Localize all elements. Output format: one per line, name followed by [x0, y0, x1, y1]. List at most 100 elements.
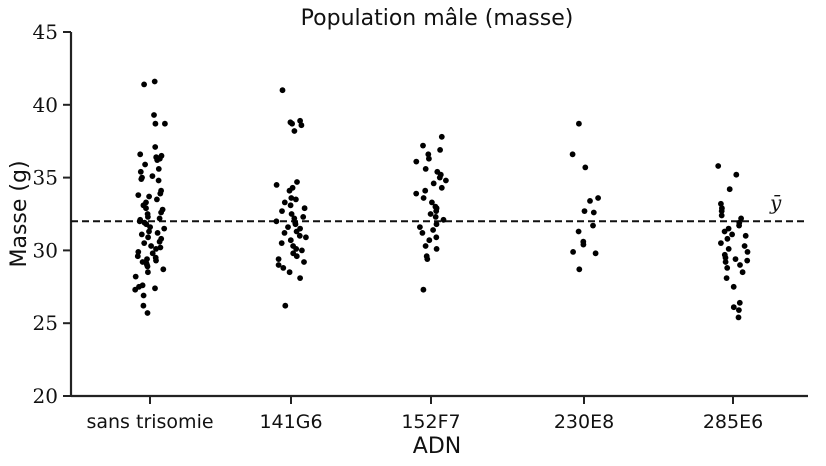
data-point: [587, 198, 593, 204]
data-point: [137, 168, 144, 175]
data-point: [140, 302, 147, 309]
data-point: [742, 232, 749, 239]
data-point: [273, 218, 280, 225]
data-point: [735, 314, 742, 321]
data-point: [138, 231, 145, 238]
data-point: [592, 250, 599, 257]
data-point: [157, 190, 164, 197]
data-point: [161, 225, 168, 232]
data-point: [285, 224, 291, 231]
data-point: [724, 235, 731, 242]
data-point: [289, 120, 295, 127]
x-tick-label: 230E8: [554, 411, 614, 433]
data-point: [135, 249, 142, 255]
data-point: [732, 256, 739, 262]
data-point: [160, 266, 167, 273]
data-point: [744, 257, 751, 264]
data-point: [736, 299, 743, 306]
data-point: [744, 249, 751, 255]
data-point: [293, 253, 300, 260]
data-point: [424, 256, 431, 262]
y-tick-label: 35: [33, 166, 58, 190]
data-point: [145, 214, 151, 220]
data-point: [733, 171, 740, 178]
data-point: [153, 246, 159, 252]
data-point: [432, 214, 439, 220]
data-point: [576, 120, 582, 127]
data-point: [145, 269, 151, 276]
data-point: [151, 78, 158, 85]
data-point: [292, 221, 299, 228]
data-point: [420, 195, 427, 201]
data-point: [420, 142, 426, 149]
data-point: [576, 266, 583, 273]
data-point: [729, 231, 735, 238]
data-point: [301, 205, 308, 212]
data-point: [413, 190, 420, 197]
data-point: [287, 237, 294, 244]
data-point: [293, 228, 300, 235]
data-point: [282, 302, 289, 309]
data-point: [146, 193, 153, 200]
data-point: [132, 286, 139, 293]
data-point: [135, 192, 142, 199]
data-point: [149, 250, 156, 257]
x-axis-ticks: sans trisomie 141G6 152F7 230E8 285E6: [86, 396, 763, 433]
data-point: [141, 240, 148, 247]
data-point: [436, 174, 443, 181]
data-point: [146, 228, 152, 235]
data-point: [286, 187, 293, 194]
y-tick-label: 20: [33, 384, 58, 408]
data-point: [730, 283, 737, 290]
data-point: [297, 275, 303, 281]
data-point: [427, 211, 434, 217]
data-point: [718, 208, 725, 215]
data-point: [275, 262, 282, 268]
data-point: [291, 215, 298, 222]
data-point: [145, 234, 152, 241]
data-point: [294, 179, 300, 185]
data-point: [437, 147, 443, 153]
data-point: [737, 262, 743, 268]
data-point: [136, 218, 143, 225]
data-point: [443, 177, 449, 184]
data-point: [144, 263, 151, 270]
data-point: [433, 221, 440, 228]
data-point: [422, 243, 429, 249]
data-point: [569, 151, 576, 158]
data-point: [278, 240, 285, 247]
data-point: [420, 286, 427, 293]
data-point: [279, 87, 286, 94]
data-point: [297, 117, 303, 124]
data-point: [726, 186, 733, 193]
data-point: [417, 224, 423, 231]
data-point: [422, 187, 429, 194]
data-point: [581, 208, 588, 215]
data-point: [140, 292, 147, 299]
y-tick-label: 45: [33, 20, 58, 44]
data-point: [286, 269, 293, 276]
data-point: [144, 310, 151, 316]
data-point: [440, 216, 447, 223]
data-point: [722, 259, 729, 265]
data-point: [730, 304, 737, 311]
data-point: [722, 254, 729, 261]
data-point: [287, 202, 294, 209]
data-point: [430, 180, 437, 187]
data-point: [293, 196, 299, 203]
data-point: [433, 234, 440, 241]
data-point: [153, 257, 159, 264]
data-point: [132, 273, 139, 280]
data-point: [154, 157, 161, 164]
data-point: [724, 265, 731, 271]
data-point: [438, 133, 445, 140]
data-point: [281, 230, 288, 236]
data-point: [147, 224, 154, 231]
data-point: [296, 232, 303, 239]
data-point: [144, 256, 150, 262]
data-point: [275, 256, 282, 262]
data-point: [141, 81, 148, 88]
data-point: [148, 243, 155, 249]
data-point: [151, 112, 157, 118]
data-point: [590, 209, 597, 216]
